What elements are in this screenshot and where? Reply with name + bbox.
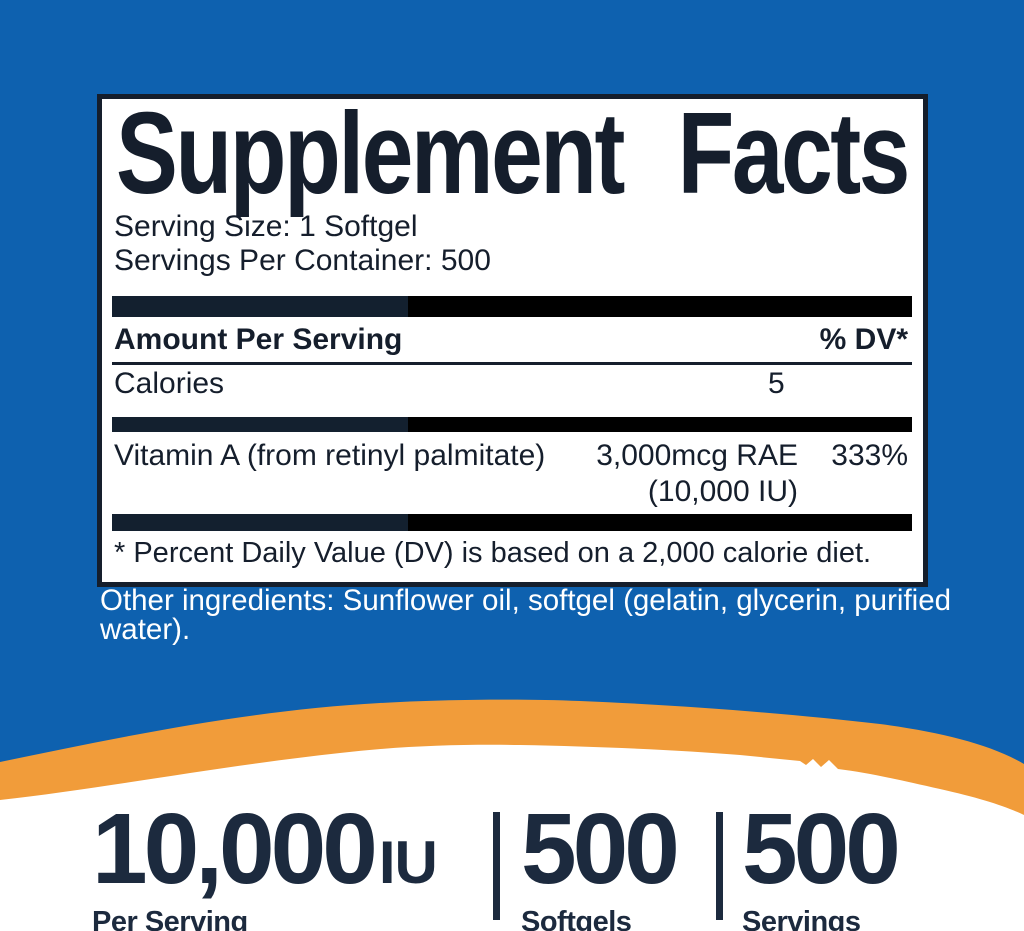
serving-size: Serving Size: 1 Softgel xyxy=(114,210,418,243)
panel-title: Supplement Facts xyxy=(116,88,911,218)
panel-title-word-1: Supplement xyxy=(116,88,625,218)
calories-value: 5 xyxy=(768,367,785,400)
swoosh-graphic xyxy=(0,699,1024,931)
table-header-row: Amount Per Serving % DV* xyxy=(114,324,908,356)
vitamin-a-row: Vitamin A (from retinyl palmitate) 3,000… xyxy=(114,438,908,510)
percent-dv-header: % DV* xyxy=(819,323,908,356)
separator-bar-bottom xyxy=(112,514,912,531)
separator-bar-middle xyxy=(112,417,912,432)
swoosh-white-area xyxy=(0,744,1024,931)
separator-bar-top xyxy=(112,296,912,317)
vitamin-a-amount-iu: (10,000 IU) xyxy=(647,475,798,508)
vitamin-a-amount-mcg: 3,000mcg RAE xyxy=(596,439,798,472)
panel-title-word-2: Facts xyxy=(677,88,911,218)
vitamin-a-name: Vitamin A (from retinyl palmitate) xyxy=(114,439,546,472)
vitamin-a-amount: 3,000mcg RAE (10,000 IU) xyxy=(596,438,798,510)
other-ingredients: Other ingredients: Sunflower oil, softge… xyxy=(100,584,952,646)
servings-per-container: Servings Per Container: 500 xyxy=(114,244,491,277)
vitamin-a-dv: 333% xyxy=(831,439,908,472)
calories-label: Calories xyxy=(114,367,225,400)
supplement-facts-panel: Supplement Facts Serving Size: 1 Softgel… xyxy=(97,94,928,587)
calories-row: Calories 5 xyxy=(114,368,908,400)
header-rule xyxy=(112,362,912,365)
dv-footnote: * Percent Daily Value (DV) is based on a… xyxy=(114,537,872,569)
amount-per-serving-header: Amount Per Serving xyxy=(114,323,403,356)
